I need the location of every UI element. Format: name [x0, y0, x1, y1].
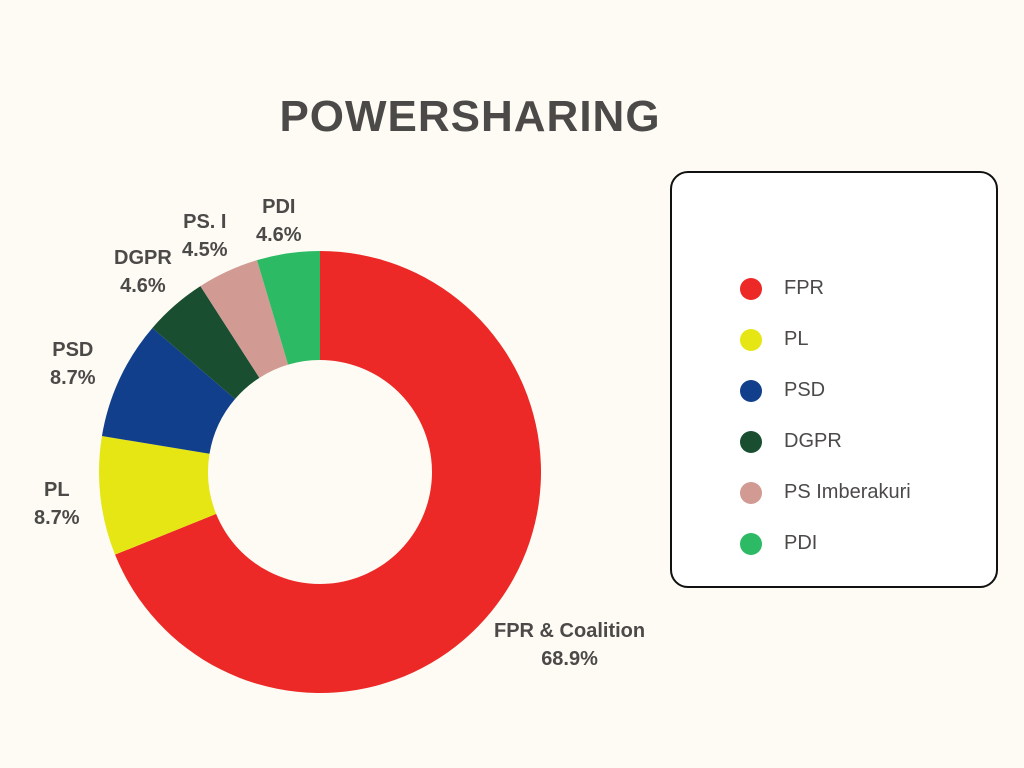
slice-label-pdi: PDI 4.6%	[256, 193, 302, 249]
legend-item-psd: PSD	[740, 365, 911, 416]
slice-percent: 8.7%	[34, 507, 80, 529]
slice-label-psd: PSD 8.7%	[50, 336, 96, 392]
legend-item-pl: PL	[740, 314, 911, 365]
legend-label: PSD	[784, 379, 826, 401]
slice-label-dgpr: DGPR 4.6%	[114, 244, 172, 300]
slice-name: FPR & Coalition	[494, 620, 646, 642]
donut-slice-pdi	[257, 251, 320, 365]
chart-title: POWERSHARING	[279, 92, 661, 141]
donut-slice-psd	[101, 327, 236, 454]
legend-swatch-icon	[740, 481, 762, 504]
legend-label: DGPR	[784, 430, 842, 452]
slice-percent: 68.9%	[541, 648, 598, 670]
legend-label: FPR	[784, 277, 824, 299]
legend-box: FPR PL PSD DGPR PS Imberakuri PDI	[670, 171, 998, 588]
legend-label: PL	[784, 328, 809, 350]
legend-list: FPR PL PSD DGPR PS Imberakuri PDI	[740, 263, 911, 569]
donut-slice-ps-i	[200, 260, 289, 378]
slice-name: PS. I	[183, 211, 227, 233]
slice-name: PDI	[262, 196, 296, 218]
donut-slice-fpr-coalition	[115, 251, 542, 693]
slice-percent: 4.5%	[182, 239, 228, 261]
slice-name: PSD	[52, 339, 94, 361]
legend-label: PDI	[784, 532, 818, 554]
slice-label-fpr-coalition: FPR & Coalition 68.9%	[494, 617, 645, 673]
slice-name: PL	[44, 479, 70, 501]
legend-swatch-icon	[740, 328, 762, 351]
slice-label-ps-i: PS. I 4.5%	[182, 208, 228, 264]
slice-percent: 4.6%	[120, 275, 166, 297]
slice-percent: 4.6%	[256, 224, 302, 246]
legend-swatch-icon	[740, 379, 762, 402]
donut-slice-dgpr	[152, 286, 260, 399]
legend-item-ps-imberakuri: PS Imberakuri	[740, 467, 911, 518]
slice-label-pl: PL 8.7%	[34, 476, 80, 532]
donut-slice-pl	[99, 436, 217, 555]
legend-swatch-icon	[740, 532, 762, 555]
legend-swatch-icon	[740, 430, 762, 453]
legend-item-pdi: PDI	[740, 518, 911, 569]
legend-item-dgpr: DGPR	[740, 416, 911, 467]
legend-label: PS Imberakuri	[784, 481, 911, 503]
slice-name: DGPR	[114, 247, 172, 269]
slice-percent: 8.7%	[50, 367, 96, 389]
legend-item-fpr: FPR	[740, 263, 911, 314]
legend-swatch-icon	[740, 277, 762, 300]
